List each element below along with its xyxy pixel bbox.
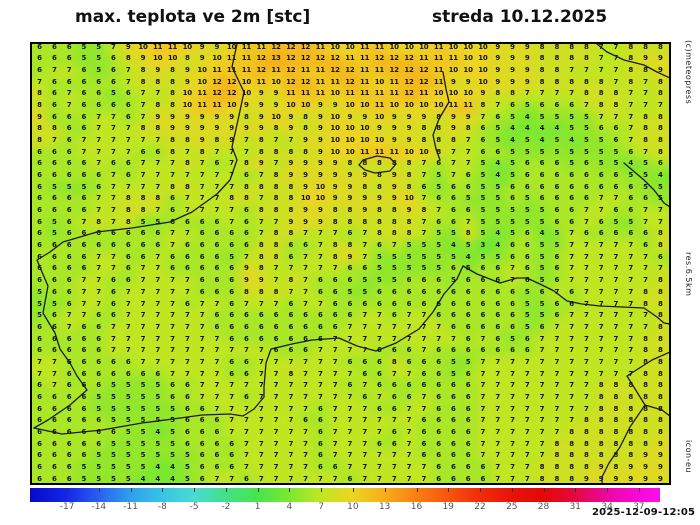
colorbar-tick-label: 34 [601, 502, 613, 512]
colorbar-tick [384, 488, 386, 492]
colorbar-tick-label: -17 [59, 502, 75, 512]
colorbar-tick-label: -5 [189, 502, 199, 512]
colorbar-tick [67, 488, 69, 492]
colorbar-tick [257, 488, 259, 492]
colorbar-tick [194, 488, 196, 492]
colorbar-tick [543, 488, 545, 492]
colorbar-tick-label: 28 [537, 502, 550, 512]
colorbar-tick-label: -8 [157, 502, 167, 512]
colorbar-tick [162, 488, 164, 492]
page-title: max. teplota ve 2m [stc] [75, 7, 311, 27]
colorbar-tick-label: 10 [347, 502, 359, 512]
colorbar-tick [480, 488, 481, 492]
border-line [33, 44, 245, 429]
weather-map: 6 6 6 5 5 7 9 10 11 11 10 9 9 10 11 11 12 12 12 11 10 10 11 11 1… [30, 42, 671, 485]
border-line [358, 155, 397, 174]
colorbar-tick [98, 488, 100, 492]
colorbar-tick-label: 25 [506, 502, 518, 512]
border-line [462, 265, 669, 325]
colorbar-tick-label: 19 [442, 502, 454, 512]
colorbar-tick [225, 488, 227, 492]
colorbar-tick [511, 488, 513, 492]
colorbar-tick [130, 488, 132, 492]
colorbar-tick-label: -14 [91, 502, 107, 512]
colorbar-tick [352, 488, 354, 492]
border-line [644, 404, 669, 417]
colorbar-tick [448, 488, 450, 492]
colorbar-tick-label: 16 [410, 502, 423, 512]
colorbar-tick-label: 7 [318, 502, 325, 512]
model-run-timestamp: 2025-12-09-12:05 [592, 507, 696, 518]
colorbar-gradient [30, 488, 660, 502]
border-line [601, 351, 669, 483]
colorbar-tick-label: -11 [123, 502, 138, 512]
country-borders-overlay [33, 44, 669, 483]
colorbar-tick [575, 488, 577, 492]
forecast-date-label: streda 10.12.2025 [432, 7, 608, 27]
colorbar-tick [289, 488, 291, 492]
temperature-field-canvas [32, 44, 669, 483]
colorbar-tick [607, 488, 609, 492]
model-vertical-text: icon-eu [684, 440, 693, 473]
border-line [623, 162, 669, 208]
temperature-value-grid: 6 6 6 5 5 7 9 10 11 11 10 9 9 10 11 11 12 12 12 11 10 10 11 11 1… [37, 42, 663, 483]
credit-vertical-text: (c)meteopress [684, 40, 693, 105]
colorbar-tick-label: 1 [254, 502, 261, 512]
colorbar-tick [638, 488, 640, 492]
colorbar-tick-label: 37 [633, 502, 645, 512]
resolution-vertical-text: res.6.5km [684, 252, 693, 297]
colorbar-tick-label: 31 [569, 502, 582, 512]
colorbar-tick-label: 4 [286, 502, 293, 512]
border-line [596, 44, 669, 79]
colorbar-tick-label: -2 [221, 502, 231, 512]
colorbar-tick-label: 13 [378, 502, 391, 512]
border-line [432, 71, 450, 161]
colorbar-tick [416, 488, 418, 492]
border-line [33, 265, 464, 435]
colorbar-tick-label: 22 [474, 502, 486, 512]
temperature-colorbar: -17 -14 -11 -8 -5 -2 1 4 7 10 13 16 19 22 25 28 31 34 37 [30, 488, 660, 512]
colorbar-tick [321, 488, 323, 492]
